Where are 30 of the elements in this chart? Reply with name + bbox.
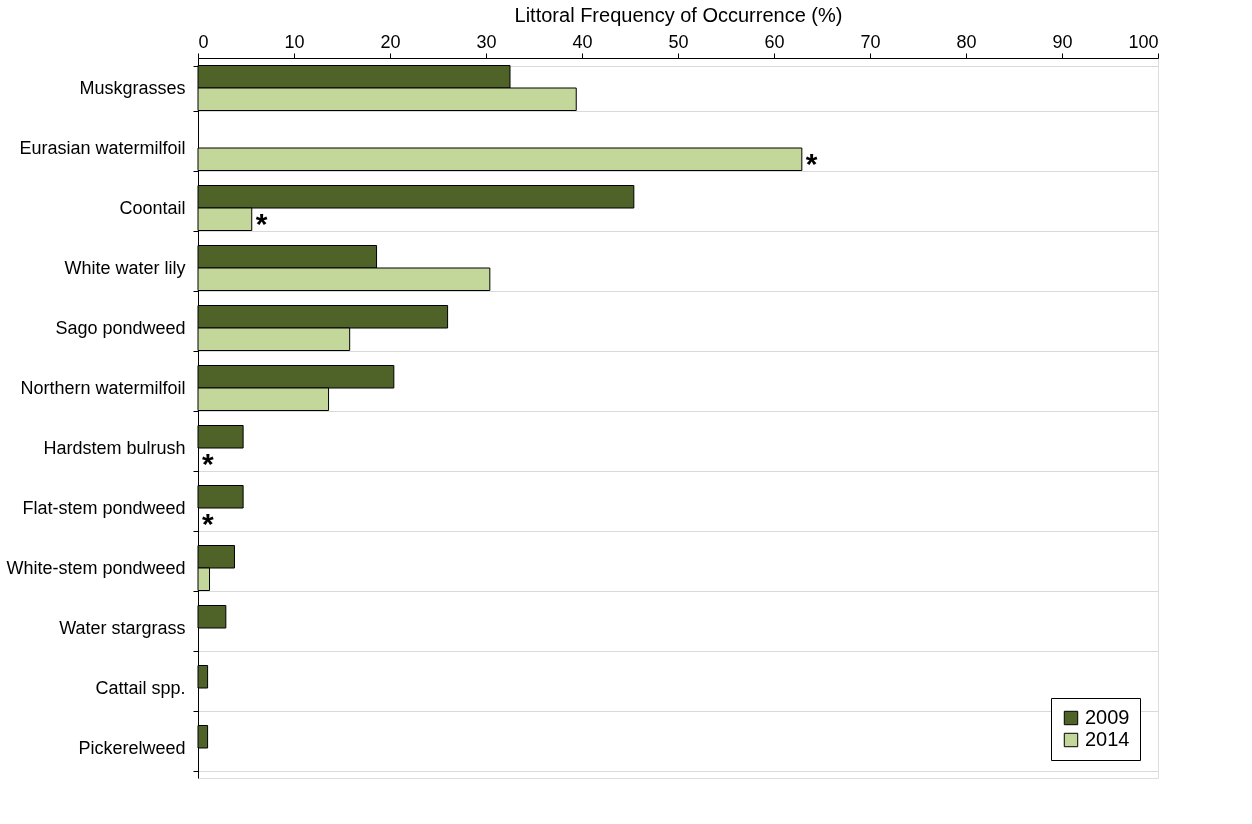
- x-tick-label: 0: [198, 31, 209, 52]
- x-axis-title: Littoral Frequency of Occurrence (%): [514, 3, 843, 26]
- x-tick-label: 90: [1052, 31, 1073, 52]
- y-tick-label: Northern watermilfoil: [20, 377, 186, 398]
- x-tick-label: 50: [668, 31, 689, 52]
- y-tick-label: Muskgrasses: [79, 77, 186, 98]
- legend-label: 2009: [1085, 706, 1130, 728]
- x-tick-label: 60: [764, 31, 785, 52]
- y-tick-label: White water lily: [64, 257, 186, 278]
- x-tick-label: 20: [380, 31, 401, 52]
- annotation: *: [202, 447, 214, 481]
- y-tick-label: White-stem pondweed: [6, 557, 186, 578]
- annotation: *: [255, 207, 268, 241]
- x-tick-label: 40: [572, 31, 593, 52]
- x-tick-label: 10: [284, 31, 305, 52]
- x-tick-label: 30: [476, 31, 497, 52]
- y-tick-label: Water stargrass: [59, 617, 186, 638]
- y-tick-label: Cattail spp.: [95, 677, 186, 698]
- y-tick-label: Eurasian watermilfoil: [19, 137, 186, 158]
- x-tick-label: 100: [1128, 31, 1159, 52]
- x-tick-label: 70: [860, 31, 881, 52]
- y-tick-label: Pickerelweed: [78, 737, 186, 758]
- y-tick-label: Coontail: [119, 197, 186, 218]
- annotation: *: [805, 147, 818, 181]
- y-tick-label: Flat-stem pondweed: [22, 497, 186, 518]
- y-tick-label: Hardstem bulrush: [43, 437, 186, 458]
- y-tick-label: Sago pondweed: [55, 317, 186, 338]
- legend-label: 2014: [1085, 728, 1130, 750]
- x-tick-label: 80: [956, 31, 977, 52]
- annotation: *: [202, 507, 214, 541]
